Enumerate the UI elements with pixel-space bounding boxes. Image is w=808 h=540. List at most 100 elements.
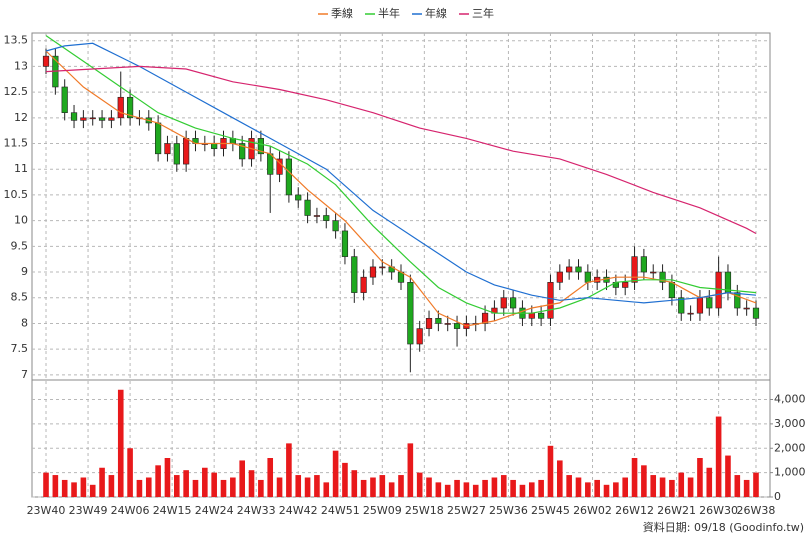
x-tick-label: 23W40 <box>27 504 66 517</box>
y2-tick-label: 4,000 <box>774 393 806 406</box>
volume-bar <box>304 477 311 497</box>
candle-body <box>734 292 741 309</box>
candle-body <box>696 297 704 314</box>
volume-bar <box>136 479 143 497</box>
volume-bar <box>145 477 152 497</box>
ma-line <box>45 50 757 327</box>
volume-bar <box>454 479 460 497</box>
x-tick-label: 24W33 <box>237 504 276 517</box>
volume-bar <box>286 443 292 497</box>
candle-body <box>155 122 162 155</box>
candle-body <box>687 312 694 315</box>
volume-bar <box>89 484 96 497</box>
candle-body <box>538 312 545 319</box>
volume-bar <box>52 475 59 497</box>
candle-body <box>678 297 685 314</box>
volume-bar <box>491 477 498 497</box>
volume-bar <box>61 479 68 497</box>
volume-bar <box>388 482 395 497</box>
legend-label: 季線 <box>331 6 353 20</box>
volume-bar <box>173 475 180 497</box>
volume-bar <box>687 477 694 497</box>
y-tick-label: 7.5 <box>11 342 29 355</box>
volume-bar <box>370 477 376 497</box>
volume-bar <box>566 475 572 497</box>
ma-line <box>45 42 757 304</box>
candle-body <box>575 266 582 273</box>
volume-bar <box>641 465 647 497</box>
x-tick-label: 26W12 <box>615 504 654 517</box>
volume-bar <box>528 482 535 497</box>
volume-bar <box>127 448 133 497</box>
candle-body <box>108 117 115 121</box>
candle-body <box>257 138 264 155</box>
candle-body <box>239 143 246 160</box>
volume-bar <box>500 475 507 497</box>
volume-bar <box>622 477 629 497</box>
candle-body <box>500 297 507 309</box>
candle-body <box>80 117 87 121</box>
y-tick-label: 8.5 <box>11 291 29 304</box>
volume-bar <box>669 479 675 497</box>
volume-bar <box>351 470 358 497</box>
y-tick-label: 10 <box>14 214 28 227</box>
candle-body <box>360 276 367 293</box>
candle-body <box>276 158 283 175</box>
candle-body <box>640 256 647 273</box>
volume-bar <box>594 479 600 497</box>
candle-body <box>584 271 591 283</box>
x-tick-label: 25W36 <box>489 504 528 517</box>
candle-body <box>481 312 489 324</box>
x-tick-label: 25W27 <box>447 504 486 517</box>
volume-bar <box>482 479 488 497</box>
candle-body <box>407 282 414 345</box>
x-tick-label: 24W51 <box>321 504 360 517</box>
y-tick-label: 8 <box>21 316 28 329</box>
volume-bar <box>725 455 731 497</box>
y-tick-label: 12.5 <box>4 85 29 98</box>
candle-body <box>425 318 433 329</box>
volume-bar <box>538 479 544 497</box>
footer: 資料日期: 09/18 (Goodinfo.tw) <box>643 520 804 534</box>
volume-bar <box>753 472 759 497</box>
volume-bar <box>258 479 264 497</box>
candle-body <box>379 266 386 269</box>
candle-body <box>444 323 451 325</box>
candle-body <box>61 86 68 113</box>
volume-bar <box>715 416 722 497</box>
candle-body <box>631 256 638 283</box>
y2-tick-label: 3,000 <box>774 417 806 430</box>
volume-bar <box>295 475 302 497</box>
y-tick-label: 7 <box>21 368 28 381</box>
x-tick-label: 24W24 <box>195 504 234 517</box>
volume-bar <box>164 458 171 497</box>
volume-bar <box>276 477 283 497</box>
volume-bar <box>613 482 619 497</box>
x-tick-label: 25W45 <box>531 504 570 517</box>
legend-label: 三年 <box>472 6 494 20</box>
candle-body <box>659 271 666 283</box>
x-tick-label: 23W49 <box>69 504 108 517</box>
x-tick-label: 25W18 <box>405 504 444 517</box>
candle-body <box>715 271 722 309</box>
volume-bar <box>743 479 750 497</box>
candle-body <box>650 271 657 274</box>
candle-body <box>183 138 190 165</box>
candle-body <box>369 266 377 278</box>
volume-bar <box>510 479 516 497</box>
candle-body <box>313 215 321 217</box>
volume-bar <box>267 458 274 497</box>
candle-body <box>267 153 274 175</box>
candle-body <box>173 143 180 165</box>
legend-label: 年線 <box>425 6 447 20</box>
candle-body <box>743 307 750 310</box>
y-tick-label: 12 <box>14 111 28 124</box>
volume-bar <box>342 462 348 497</box>
volume-bar <box>99 467 105 497</box>
volume-bar <box>314 475 320 497</box>
volume-bar <box>426 477 432 497</box>
volume-bar <box>183 470 189 497</box>
x-tick-label: 26W30 <box>699 504 738 517</box>
volume-bar <box>230 477 236 497</box>
